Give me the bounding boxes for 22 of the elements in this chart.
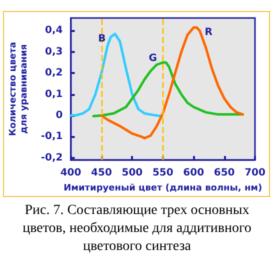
x-tick-label: 450 <box>91 168 112 178</box>
y-tick-label: -0,1 <box>40 131 63 142</box>
y-tick-label: -0,2 <box>40 152 63 164</box>
x-tick-label: 400 <box>60 168 82 178</box>
x-tick-label: 700 <box>244 168 266 178</box>
x-tick-label: 550 <box>152 168 174 178</box>
y-axis-title: Количество цвета для уравнивания <box>8 42 30 136</box>
x-tick-label: 500 <box>122 168 143 178</box>
y-tick-label: 0,1 <box>45 88 63 100</box>
line-series <box>92 61 244 118</box>
text: Рис. 7. Составляющие трех основных цветов, необходимые для аддитивного цветового синтеза <box>22 202 252 256</box>
x-tick-label: 650 <box>214 168 235 178</box>
y-tick-label: 0 <box>56 110 63 121</box>
y-tick-label: 0,4 <box>45 25 63 36</box>
y-tick-label: 0,2 <box>45 68 63 79</box>
line-series <box>70 32 163 118</box>
line-series <box>100 26 244 140</box>
y-tick-label: 0,3 <box>45 46 63 58</box>
series-label: R <box>204 27 213 38</box>
x-axis-title: Имитируеный цвет (длина волны, нм) <box>64 183 262 194</box>
series-label: G <box>148 53 157 64</box>
x-tick-label: 600 <box>183 168 204 178</box>
